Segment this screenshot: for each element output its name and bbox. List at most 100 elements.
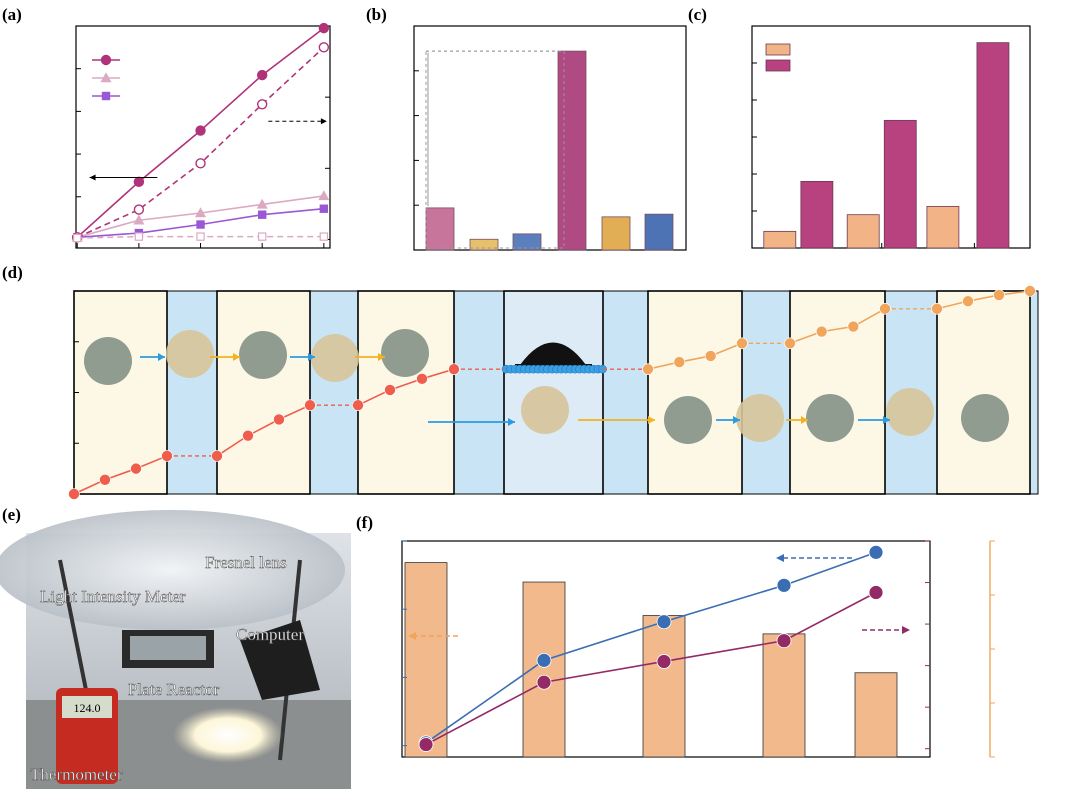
- data-point-ch4: [536, 674, 552, 690]
- light-intensity-bar: [642, 615, 686, 758]
- data-point-segment-1-3-h-0-11: [211, 450, 223, 462]
- sample-sphere-dark: [806, 394, 854, 442]
- arrow-head: [801, 416, 808, 424]
- bar-ptc-bmo: [425, 207, 455, 251]
- data-point-ptc-ch4: [133, 204, 145, 215]
- bar-bmo-a: [800, 180, 834, 249]
- data-point-ptc-ch4: [195, 158, 206, 169]
- legend-marker: [100, 72, 112, 83]
- data-point-pc: [318, 190, 330, 201]
- legend-swatch: [765, 43, 791, 56]
- legend-swatch: [765, 59, 791, 72]
- panel-d-label: (d): [2, 263, 23, 282]
- panel-b-chart: [413, 25, 687, 251]
- series-line-segment-1-3-h-0-11: [216, 404, 311, 457]
- data-point-pc-ch4: [257, 232, 267, 241]
- data-point-segment-1-3-h-0-11: [273, 413, 285, 426]
- light-on-box: [216, 290, 311, 495]
- series-line-segment-1-3-h-0-11: [357, 368, 455, 406]
- data-point-ptc: [256, 69, 268, 81]
- data-point-segment-1-3-h-0-11: [130, 462, 142, 475]
- panel-f-label: (f): [356, 513, 373, 532]
- sample-sphere-light: [736, 394, 784, 442]
- data-point-co: [536, 652, 552, 668]
- data-point-ch4: [656, 654, 672, 669]
- bar-bmo: [926, 205, 960, 249]
- data-point-pc-ch4: [319, 232, 329, 241]
- bar-bmo-a: [883, 119, 917, 249]
- fresnel-lens-shape: [0, 510, 345, 630]
- photo-label-fresnel-lens: Fresnel lens: [205, 553, 287, 572]
- thermometer-reading: 124.0: [74, 701, 101, 715]
- data-point-segment-1-3-h-0-11: [68, 488, 80, 500]
- arrow-head: [308, 353, 315, 361]
- data-point-pc: [195, 207, 207, 218]
- data-point-segment-1-3-h-0-11: [448, 363, 460, 375]
- data-point-pc-ch4: [134, 232, 144, 241]
- arrow-head: [508, 418, 515, 426]
- sample-sphere-light: [311, 334, 359, 382]
- data-point-ptc: [133, 176, 145, 188]
- data-point-segment-1-3-h-0-11: [352, 399, 364, 411]
- data-point-ptc: [318, 22, 330, 34]
- water-droplet: [520, 342, 586, 365]
- bar-bmo: [846, 214, 880, 249]
- plot-frame: [75, 25, 331, 249]
- light-on-box: [789, 290, 886, 495]
- panel-a-label: (a): [2, 5, 22, 24]
- light-intensity-bar: [522, 581, 566, 758]
- light-intensity-bar: [854, 672, 898, 758]
- arrow-head: [158, 353, 165, 361]
- bar-bmo-a: [976, 42, 1010, 249]
- panel-f-chart: [401, 540, 995, 758]
- light-on-box: [357, 290, 455, 495]
- light-meter-screen: [130, 636, 206, 660]
- panel-a-chart: [71, 22, 331, 249]
- arrow-head: [902, 626, 910, 634]
- legend-marker: [100, 54, 112, 66]
- sample-sphere-dark: [239, 331, 287, 379]
- data-point-segment-4-6-h-25-36: [847, 320, 860, 333]
- data-point-tc: [319, 204, 329, 213]
- light-on-box: [73, 290, 168, 495]
- bar-ptc-bmo-a: [557, 50, 587, 251]
- bar-tc-bmo-a: [644, 213, 674, 251]
- photo-label-computer: Computer: [236, 625, 304, 644]
- panel-e-label: (e): [2, 505, 21, 524]
- data-point-ptc: [195, 125, 206, 136]
- sample-sphere-dark: [84, 337, 132, 385]
- data-point-tc: [257, 210, 267, 219]
- series-line-segment-4-6-h-25-36: [647, 342, 743, 370]
- panel-c-label: (c): [688, 5, 707, 24]
- data-point-segment-1-3-h-0-11: [161, 450, 173, 462]
- data-point-pc-ch4: [73, 233, 82, 243]
- light-on-box: [647, 290, 743, 495]
- data-point-ch4: [776, 633, 792, 649]
- panel-c-chart: [751, 25, 1031, 249]
- data-point-pc: [256, 198, 268, 209]
- series-line-segment-4-6-h-25-36: [936, 290, 1031, 310]
- arrow-head: [378, 353, 385, 361]
- arrow-head: [320, 118, 327, 125]
- photo-label-thermometer: Thermometer: [30, 765, 123, 784]
- bar-bmo: [763, 230, 797, 249]
- sample-sphere-dark: [381, 329, 429, 377]
- arrow-head: [776, 554, 784, 562]
- arrow-head: [233, 353, 240, 361]
- arrow-head: [883, 416, 890, 424]
- light-on-box: [936, 290, 1031, 495]
- arrow-head: [733, 416, 740, 424]
- bar-pc-bmo-a: [601, 216, 631, 251]
- data-point-segment-4-6-h-25-36: [993, 289, 1005, 301]
- data-point-segment-4-6-h-25-36: [1024, 285, 1036, 297]
- data-point-ptc-ch4: [318, 42, 330, 53]
- data-point-segment-4-6-h-25-36: [879, 302, 891, 315]
- data-point-ch4: [868, 585, 884, 600]
- data-point-segment-4-6-h-25-36: [931, 302, 943, 315]
- photo-label-plate-reactor: Plate Reactor: [128, 680, 219, 699]
- plot-frame: [413, 25, 687, 251]
- sample-sphere-dark: [664, 396, 712, 444]
- data-point-ch4: [418, 737, 434, 752]
- data-point-segment-1-3-h-0-11: [242, 429, 254, 442]
- data-point-tc: [196, 220, 205, 229]
